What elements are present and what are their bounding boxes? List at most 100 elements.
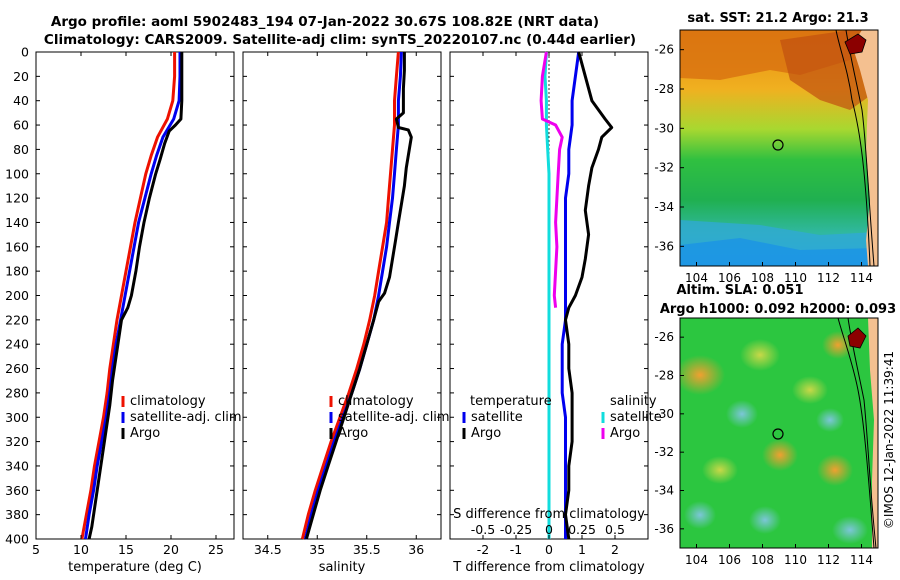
x-tick-label: 34.5 [254,542,282,557]
argo-location-marker [772,139,784,151]
coastline [845,30,875,266]
isobath-contour [837,318,875,548]
sla-low-anomaly [684,501,716,529]
map-x-tick-label: 104 [685,553,708,567]
difference-series [539,51,614,540]
sla-map-title: Altim. SLA: 0.051 [677,283,804,298]
y-tick-label: 400 [5,532,29,547]
x-tick-label: -2 [477,542,489,557]
isobath-contour [835,30,871,266]
sla-low-anomaly [832,516,868,544]
temperature-xlabel: temperature (deg C) [68,560,202,575]
chart-title-line2: Climatology: CARS2009. Satellite-adj cli… [44,32,636,48]
map-x-tick-label: 106 [718,271,741,285]
legend-label: Argo [130,426,160,441]
difference-xlabel: T difference from climatology [452,560,645,575]
salinity-xlabel: salinity [319,560,366,575]
map-x-tick-label: 110 [784,553,807,567]
temperature-series [80,52,184,540]
difference-legend-salinity: salinity satellite Argo [601,394,662,441]
y-tick-label: 120 [5,191,29,206]
y-tick-label: 20 [13,69,29,84]
land-australia [852,30,878,266]
legend-label: Argo [610,426,640,441]
y-tick-label: 80 [13,142,29,157]
salinity-panel [242,51,442,540]
legend-label: satellite-adj. clim [338,410,450,425]
difference-legend-temperature: temperature satellite Argo [462,394,552,441]
y-tick-label: 180 [5,264,29,279]
y-tick-label: 200 [5,288,29,303]
y-tick-label: 380 [5,507,29,522]
map-y-tick-label: -36 [654,522,674,536]
depth-axis: 0 20 40 60 80 100 120 140 160 180 200 220 240 260 280 3… [5,45,648,547]
land-australia [868,318,878,548]
series-line-climatology [300,51,400,540]
series-line-argo [87,52,184,540]
series-line-climatology [80,52,177,540]
temperature-panel [35,51,235,540]
y-tick-label: 280 [5,385,29,400]
legend-label: satellite-adj. clim [130,410,242,425]
sla-map [680,318,878,548]
map-x-tick-label: 106 [718,553,741,567]
x-tick-label: 0 [545,522,553,537]
argo-location-marker [772,428,784,440]
series-line-t-argo [564,51,614,540]
sla-low-anomaly [749,506,781,534]
map-axes: 104 106 108 110 112 114 -26 -28 -30 -32 -34 -36 104 1… [654,43,873,567]
map-y-tick-label: -34 [654,200,674,214]
salinity-series [300,51,413,540]
series-line-satellite-adj-clim [84,52,182,540]
sst-cold-region [680,238,878,266]
map-y-tick-label: -36 [654,239,674,253]
y-tick-label: 60 [13,118,29,133]
difference-xlabel-top: S difference from climatology [453,507,645,522]
y-tick-label: 160 [5,239,29,254]
legend-title: salinity [610,394,657,409]
y-tick-label: 260 [5,361,29,376]
x-tick-label: -0.25 [500,522,532,537]
x-tick-label: -0.5 [471,522,495,537]
series-line-s-argo [539,51,564,308]
y-tick-label: 100 [5,166,29,181]
legend-label: satellite [471,410,523,425]
legend-label: Argo [338,426,368,441]
warm-core-patch [847,327,867,349]
x-tick-label: 36 [408,542,424,557]
y-tick-label: 360 [5,483,29,498]
legend-title: temperature [470,394,552,409]
map-x-tick-label: 110 [784,271,807,285]
x-tick-label: 35.5 [353,542,381,557]
map-x-tick-label: 104 [685,271,708,285]
sla-low-anomaly [726,400,758,428]
legend-label: Argo [471,426,501,441]
y-tick-label: 140 [5,215,29,230]
sst-map [680,30,878,266]
x-axes: 5 10 15 20 25 34.5 35 35.5 36 -2 -1 0 1 2 -0.5 -0.25 0 0.… [32,52,625,557]
sla-high-anomaly [822,331,854,359]
x-tick-label: 5 [32,542,40,557]
map-y-tick-label: -34 [654,484,674,498]
series-line-argo [304,52,413,540]
sla-high-anomaly [702,456,738,484]
y-tick-label: 340 [5,458,29,473]
map-x-tick-label: 114 [850,271,873,285]
x-tick-label: 1 [578,542,586,557]
sla-high-anomaly [762,439,798,471]
y-tick-label: 240 [5,337,29,352]
legend-label: climatology [338,394,414,409]
map-y-tick-label: -26 [654,330,674,344]
warm-core-patch [844,33,867,55]
x-tick-label: 10 [73,542,89,557]
x-tick-label: 0.5 [605,522,625,537]
series-line-t-satellite [560,51,581,539]
y-tick-label: 300 [5,410,29,425]
y-tick-label: 40 [13,93,29,108]
y-tick-label: 0 [21,45,29,60]
timestamp-stamp: ©IMOS 12-Jan-2022 11:39:41 [882,351,896,529]
x-tick-label: 35 [309,542,325,557]
map-x-tick-label: 114 [850,553,873,567]
sst-map-frame [679,29,879,267]
